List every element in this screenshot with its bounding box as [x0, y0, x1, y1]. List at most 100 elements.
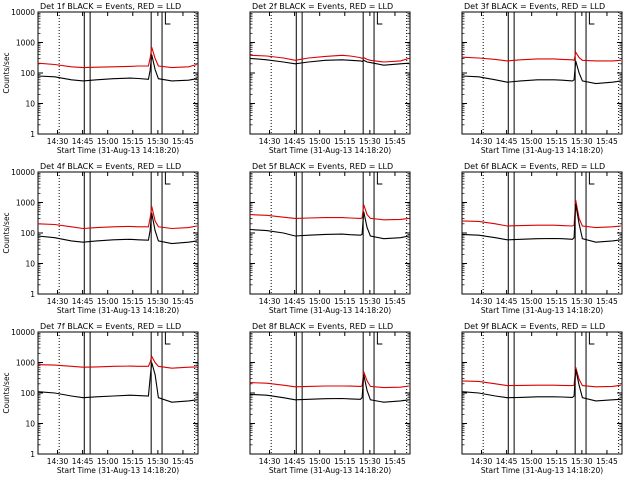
y-axis-title: Counts/sec [2, 52, 11, 93]
x-tick-label: 15:15 [334, 137, 356, 146]
y-tick-label: 1000 [16, 39, 35, 48]
x-axis-title: Start Time (31-Aug-13 14:18:20) [481, 146, 603, 155]
x-tick-label: 15:45 [172, 457, 194, 466]
x-tick-label: 14:45 [284, 457, 306, 466]
x-axis-title: Start Time (31-Aug-13 14:18:20) [269, 466, 391, 475]
x-tick-label: 14:45 [72, 137, 94, 146]
x-tick-label: 15:00 [97, 137, 119, 146]
panel-6: Det 6f BLACK = Events, RED = LLD 14:30 14:… [461, 162, 623, 315]
bracket-marker [376, 332, 383, 345]
panel-title: Det 9f BLACK = Events, RED = LLD [464, 322, 605, 331]
panel-title: Det 3f BLACK = Events, RED = LLD [464, 2, 605, 11]
y-tick-label: 100 [21, 389, 36, 398]
x-tick-label: 15:15 [546, 457, 568, 466]
lld-series-line [461, 50, 621, 62]
x-tick-label: 14:30 [47, 457, 69, 466]
x-tick-label: 15:15 [122, 457, 144, 466]
x-tick-label: 14:30 [259, 297, 281, 306]
panel-title: Det 5f BLACK = Events, RED = LLD [252, 162, 393, 171]
x-tick-label: 15:30 [571, 457, 593, 466]
bracket-marker [588, 172, 595, 185]
events-series-line [249, 57, 409, 66]
panel-5: Det 5f BLACK = Events, RED = LLD 14:30 14:… [249, 162, 411, 315]
x-tick-label: 15:45 [384, 457, 406, 466]
plot-frame [249, 171, 411, 295]
lld-series-line [37, 206, 198, 230]
panel-9: Det 9f BLACK = Events, RED = LLD 14:30 14:… [461, 322, 623, 475]
x-tick-label: 15:15 [334, 457, 356, 466]
x-tick-label: 15:00 [309, 457, 331, 466]
y-tick-label: 10000 [11, 8, 35, 17]
events-series-line [461, 369, 621, 402]
x-tick-label: 15:45 [596, 297, 618, 306]
x-tick-label: 15:30 [147, 457, 169, 466]
plot-frame [461, 11, 623, 135]
x-tick-label: 14:45 [284, 137, 306, 146]
x-tick-label: 14:30 [471, 297, 493, 306]
lld-series-line [461, 367, 621, 388]
bracket-marker [376, 172, 383, 185]
x-tick-label: 14:30 [471, 457, 493, 466]
x-tick-label: 15:45 [172, 297, 194, 306]
x-tick-label: 14:30 [471, 137, 493, 146]
bracket-marker [588, 12, 595, 25]
y-tick-label: 1 [30, 290, 35, 299]
y-tick-label: 10 [25, 100, 35, 109]
y-tick-label: 1000 [16, 359, 35, 368]
x-tick-label: 15:00 [97, 457, 119, 466]
bracket-marker [376, 12, 383, 25]
y-tick-label: 10000 [11, 328, 35, 337]
y-tick-label: 10 [25, 260, 35, 269]
x-tick-label: 15:30 [359, 457, 381, 466]
bracket-marker [164, 332, 171, 345]
x-tick-label: 14:45 [72, 457, 94, 466]
x-tick-label: 14:45 [496, 137, 518, 146]
x-tick-label: 15:30 [359, 137, 381, 146]
lld-series-line [249, 371, 409, 389]
x-tick-label: 14:45 [496, 297, 518, 306]
x-tick-label: 14:30 [259, 457, 281, 466]
x-tick-label: 15:00 [309, 137, 331, 146]
bracket-marker [164, 172, 171, 185]
x-tick-label: 15:15 [334, 297, 356, 306]
panel-title: Det 8f BLACK = Events, RED = LLD [252, 322, 393, 331]
x-tick-label: 15:45 [384, 137, 406, 146]
x-axis-title: Start Time (31-Aug-13 14:18:20) [481, 466, 603, 475]
panel-8: Det 8f BLACK = Events, RED = LLD 14:30 14:… [249, 322, 411, 475]
y-axis-title: Counts/sec [2, 372, 11, 413]
x-axis-title: Start Time (31-Aug-13 14:18:20) [481, 306, 603, 315]
x-tick-label: 15:00 [97, 297, 119, 306]
panel-title: Det 1f BLACK = Events, RED = LLD [40, 2, 181, 11]
x-tick-label: 15:30 [147, 137, 169, 146]
x-tick-label: 15:45 [384, 297, 406, 306]
y-tick-label: 1000 [16, 199, 35, 208]
events-series-line [37, 212, 197, 245]
x-tick-label: 15:15 [546, 137, 568, 146]
lld-series-line [249, 54, 410, 63]
x-tick-label: 15:45 [596, 457, 618, 466]
x-tick-label: 15:45 [172, 137, 194, 146]
x-tick-label: 14:30 [259, 137, 281, 146]
y-tick-label: 100 [21, 69, 36, 78]
x-tick-label: 15:30 [571, 297, 593, 306]
x-tick-label: 14:45 [496, 457, 518, 466]
plot-frame [37, 11, 199, 135]
x-tick-label: 15:45 [596, 137, 618, 146]
x-tick-label: 15:00 [521, 137, 543, 146]
x-tick-label: 15:00 [309, 297, 331, 306]
bracket-marker [164, 12, 171, 25]
plot-frame [461, 331, 623, 455]
events-series-line [249, 211, 410, 240]
panel-title: Det 7f BLACK = Events, RED = LLD [40, 322, 181, 331]
lld-series-line [37, 354, 197, 369]
y-tick-label: 10000 [11, 168, 35, 177]
plot-frame [249, 331, 411, 455]
x-tick-label: 15:30 [147, 297, 169, 306]
plot-frame [37, 171, 199, 295]
panel-2: Det 2f BLACK = Events, RED = LLD 14:30 14:… [249, 2, 411, 155]
panel-4: Det 4f BLACK = Events, RED = LLD 1 10 100 10… [2, 162, 199, 315]
panel-title: Det 2f BLACK = Events, RED = LLD [252, 2, 393, 11]
x-tick-label: 15:15 [122, 137, 144, 146]
panel-title: Det 4f BLACK = Events, RED = LLD [40, 162, 181, 171]
x-tick-label: 15:30 [571, 137, 593, 146]
